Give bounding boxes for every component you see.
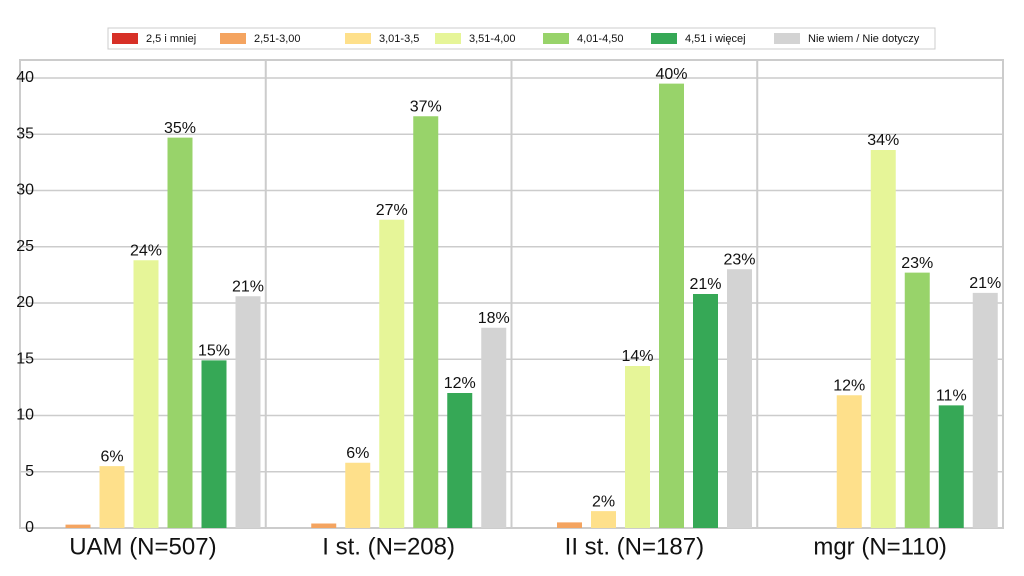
legend-box (107, 27, 936, 50)
legend-swatch (543, 33, 569, 44)
bar (727, 269, 752, 528)
data-label: 34% (867, 132, 899, 149)
legend-label: 3,51-4,00 (469, 33, 515, 45)
legend-label: 2,51-3,00 (254, 33, 300, 45)
legend-swatch (774, 33, 800, 44)
bar (972, 292, 998, 528)
bar (693, 294, 718, 528)
y-tick-label: 30 (16, 182, 34, 199)
bar (167, 137, 193, 528)
bar (65, 524, 91, 528)
data-label: 21% (689, 276, 721, 293)
bar (870, 150, 896, 528)
bar (659, 83, 684, 528)
x-tick-label: II st. (N=187) (565, 533, 704, 560)
data-label: 23% (901, 255, 933, 272)
data-label: 11% (936, 388, 967, 405)
legend-swatch (345, 33, 371, 44)
data-label: 14% (621, 348, 653, 365)
bar (591, 511, 616, 528)
y-tick-label: 25 (16, 238, 34, 255)
legend-swatch (112, 33, 138, 44)
y-tick-label: 0 (25, 519, 34, 536)
x-tick-label: mgr (N=110) (813, 533, 947, 560)
legend-swatch (651, 33, 677, 44)
data-label: 12% (444, 375, 476, 392)
bar (201, 360, 227, 528)
bar (99, 466, 125, 528)
legend-swatch (220, 33, 246, 44)
bar (345, 462, 371, 528)
bar (836, 395, 862, 528)
legend-label: 2,5 i mniej (146, 33, 196, 45)
bar (625, 366, 650, 528)
data-label: 6% (346, 445, 369, 462)
y-tick-label: 5 (25, 463, 34, 480)
bar (413, 116, 439, 528)
x-tick-label: UAM (N=507) (69, 533, 216, 560)
legend-label: 4,51 i więcej (685, 33, 746, 45)
data-label: 18% (478, 310, 510, 327)
data-label: 37% (410, 98, 442, 115)
data-label: 27% (376, 202, 408, 219)
data-label: 24% (130, 242, 162, 259)
data-label: 40% (655, 66, 687, 83)
data-label: 21% (969, 275, 1001, 292)
x-tick-label: I st. (N=208) (322, 533, 455, 560)
bar (447, 393, 473, 528)
bar (379, 219, 405, 528)
bar (904, 272, 930, 528)
bar (311, 523, 337, 528)
bar (481, 327, 507, 528)
y-tick-label: 15 (16, 350, 34, 367)
data-label: 2% (592, 493, 615, 510)
bar (557, 522, 582, 528)
data-label: 12% (833, 377, 865, 394)
data-label: 23% (723, 251, 755, 268)
data-label: 35% (164, 120, 196, 137)
data-label: 21% (232, 278, 264, 295)
bar (133, 260, 159, 528)
legend-label: Nie wiem / Nie dotyczy (808, 33, 920, 45)
y-tick-label: 10 (16, 407, 34, 424)
legend-label: 4,01-4,50 (577, 33, 623, 45)
y-tick-label: 35 (16, 125, 34, 142)
y-tick-label: 40 (16, 69, 34, 86)
data-label: 15% (198, 343, 230, 360)
bar (235, 296, 261, 528)
legend-label: 3,01-3,5 (379, 33, 419, 45)
data-label: 6% (100, 448, 123, 465)
y-tick-label: 20 (16, 294, 34, 311)
bar (938, 405, 964, 528)
legend-swatch (435, 33, 461, 44)
